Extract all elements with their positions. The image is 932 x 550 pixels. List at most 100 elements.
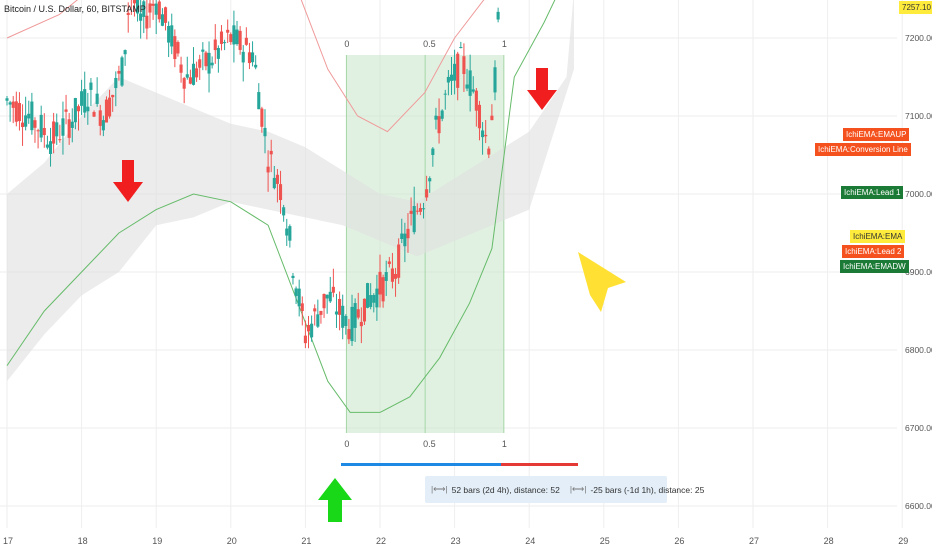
candle-body	[73, 98, 77, 123]
candle-body	[291, 275, 295, 279]
candle-body	[210, 62, 214, 66]
candle-body	[139, 13, 143, 21]
candle-body	[8, 102, 12, 105]
candle-body	[257, 92, 261, 110]
candle-body	[104, 99, 109, 123]
candle-body	[446, 76, 450, 83]
candle-body	[61, 118, 65, 136]
fib-top-label: 0.5	[423, 39, 436, 49]
candle-body	[42, 127, 46, 136]
candle-body	[70, 121, 74, 128]
candle-body	[263, 127, 267, 137]
candle-body	[477, 104, 482, 129]
candle-body	[490, 115, 494, 121]
candle-body	[160, 14, 164, 26]
y-tick-label: 7200.00	[905, 33, 932, 43]
candle-body	[111, 94, 115, 98]
candle-body	[431, 148, 435, 155]
candle-body	[260, 108, 264, 127]
y-tick-label: 6600.00	[905, 501, 932, 511]
ruler-icon: |⟷|	[569, 484, 587, 494]
x-tick-label: 22	[376, 536, 386, 546]
candle-body	[465, 84, 469, 89]
candle-body	[418, 208, 422, 212]
candle-body	[89, 82, 93, 90]
candle-body	[30, 101, 34, 131]
candle-body	[76, 106, 81, 112]
candle-body	[294, 288, 298, 296]
candle-body	[185, 74, 189, 78]
candle-body	[275, 174, 279, 184]
candle-body	[356, 309, 360, 318]
y-tick-label: 7100.00	[905, 111, 932, 121]
indicator-label: IchiEMA:Lead 2	[842, 245, 905, 258]
candle-body	[5, 98, 9, 101]
candle-body	[48, 141, 53, 154]
candle-body	[437, 116, 441, 134]
candle-body	[223, 42, 227, 44]
candle-body	[120, 57, 124, 86]
candle-body	[338, 298, 342, 315]
x-tick-label: 27	[749, 536, 759, 546]
candle-body	[481, 130, 485, 138]
candle-body	[493, 67, 497, 93]
candle-body	[238, 30, 242, 50]
candle-body	[434, 115, 438, 120]
candle-body	[369, 295, 373, 307]
candle-body	[459, 47, 463, 49]
candle-body	[198, 59, 202, 68]
candle-body	[204, 52, 208, 67]
candle-body	[191, 63, 196, 85]
candle-body	[67, 119, 71, 138]
candle-body	[142, 1, 146, 17]
candle-body	[487, 148, 491, 155]
red-down-arrow-left	[113, 160, 143, 202]
candle-body	[347, 329, 351, 340]
x-tick-label: 29	[898, 536, 908, 546]
candle-body	[331, 286, 335, 293]
candle-body	[101, 120, 105, 131]
indicator-label: IchiEMA:EMA	[850, 230, 906, 243]
x-tick-label: 17	[3, 536, 13, 546]
candle-body	[213, 39, 217, 51]
candle-body	[251, 52, 255, 63]
candle-body	[64, 109, 68, 112]
candle-body	[98, 110, 102, 126]
candle-body	[195, 68, 199, 78]
candle-body	[282, 207, 286, 216]
x-tick-label: 26	[674, 536, 684, 546]
candle-body	[319, 310, 323, 315]
candle-body	[232, 25, 236, 45]
candle-body	[148, 3, 152, 13]
candle-body	[39, 114, 43, 138]
candle-body	[167, 25, 171, 43]
candle-body	[384, 272, 388, 281]
candle-body	[415, 210, 419, 212]
measure-bar-right	[501, 463, 578, 466]
x-tick-label: 20	[227, 536, 237, 546]
x-tick-label: 25	[600, 536, 610, 546]
candle-body	[170, 25, 174, 47]
measure-info-box: |⟷| 52 bars (2d 4h), distance: 52 |⟷| -2…	[425, 476, 704, 503]
candle-body	[269, 150, 273, 155]
price-tag: 7257.10	[899, 0, 932, 14]
indicator-label: IchiEMA:EMADW	[840, 260, 909, 273]
candle-body	[313, 308, 317, 312]
x-tick-label: 18	[78, 536, 88, 546]
candle-body	[145, 15, 149, 29]
candle-body	[17, 103, 21, 122]
ema-up-band	[6, 0, 485, 133]
candle-body	[421, 208, 426, 210]
candle-body	[366, 283, 370, 308]
candle-body	[350, 306, 354, 342]
candle-body	[400, 233, 404, 240]
x-tick-label: 21	[301, 536, 311, 546]
candle-body	[244, 37, 248, 45]
measure-right-text: -25 bars (-1d 1h), distance: 25	[590, 484, 705, 495]
candle-body	[247, 52, 251, 64]
indicator-label: IchiEMA:EMAUP	[843, 128, 910, 141]
candle-body	[176, 42, 180, 54]
candle-body	[254, 64, 258, 68]
candle-body	[173, 36, 177, 60]
